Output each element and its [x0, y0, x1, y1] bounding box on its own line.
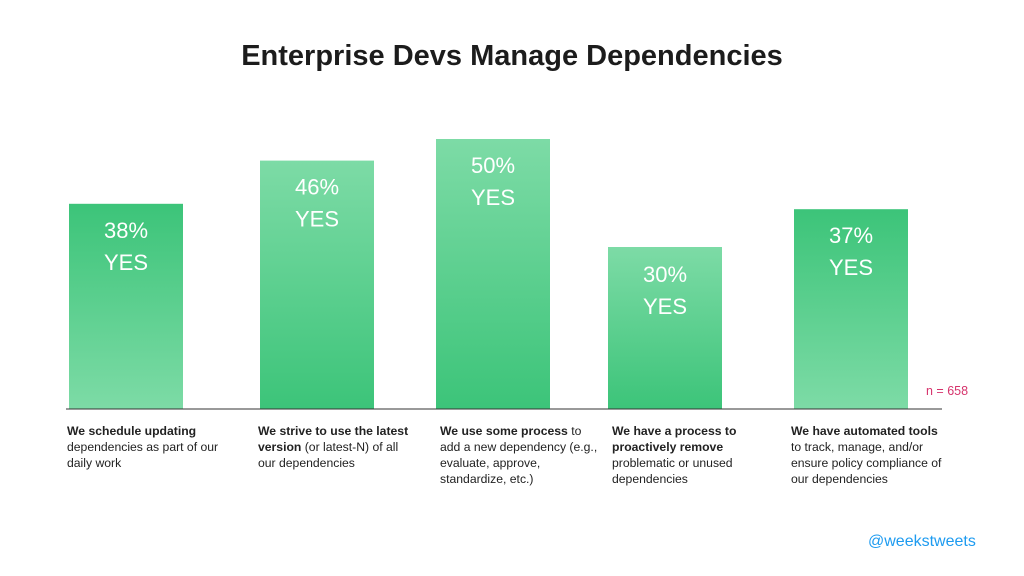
- bar-value-label: 37%: [829, 223, 873, 248]
- caption-bold: We use some process: [440, 424, 568, 438]
- caption-2: We strive to use the latest version (or …: [258, 423, 418, 471]
- caption-bold: We schedule updating: [67, 424, 197, 438]
- bar-5: [794, 209, 908, 409]
- bar-yes-label: YES: [104, 250, 148, 275]
- bar-yes-label: YES: [643, 294, 687, 319]
- caption-text: (or latest-N) of all our dependencies: [258, 440, 399, 470]
- bar-4: [608, 247, 722, 409]
- caption-bold: We have automated tools: [791, 424, 938, 438]
- caption-text: to track, manage, and/or ensure policy c…: [791, 440, 942, 486]
- bar-yes-label: YES: [295, 207, 339, 232]
- bar-value-label: 46%: [295, 175, 339, 200]
- caption-4: We have a process to proactively remove …: [612, 423, 772, 487]
- caption-3: We use some process to add a new depende…: [440, 423, 600, 487]
- twitter-handle[interactable]: @weekstweets: [868, 533, 976, 550]
- bar-yes-label: YES: [829, 255, 873, 280]
- bar-3: [436, 139, 550, 409]
- caption-text: problematic or unused dependencies: [612, 456, 733, 486]
- sample-size-label: n = 658: [926, 384, 969, 398]
- caption-text: dependencies as part of our daily work: [67, 440, 219, 470]
- bar-2: [260, 160, 374, 409]
- bar-value-label: 38%: [104, 218, 148, 243]
- chart-title: Enterprise Devs Manage Dependencies: [241, 40, 783, 72]
- bar-value-label: 30%: [643, 262, 687, 287]
- bar-1: [69, 203, 183, 409]
- caption-1: We schedule updating dependencies as par…: [67, 423, 227, 471]
- bar-yes-label: YES: [471, 185, 515, 210]
- caption-text: to add a new dependency (e.g., evaluate,…: [440, 424, 598, 486]
- caption-bold: We have a process to proactively remove: [612, 424, 737, 454]
- caption-bold: We strive to use the latest version: [258, 424, 409, 454]
- bar-value-label: 50%: [471, 153, 515, 178]
- caption-5: We have automated tools to track, manage…: [791, 423, 951, 487]
